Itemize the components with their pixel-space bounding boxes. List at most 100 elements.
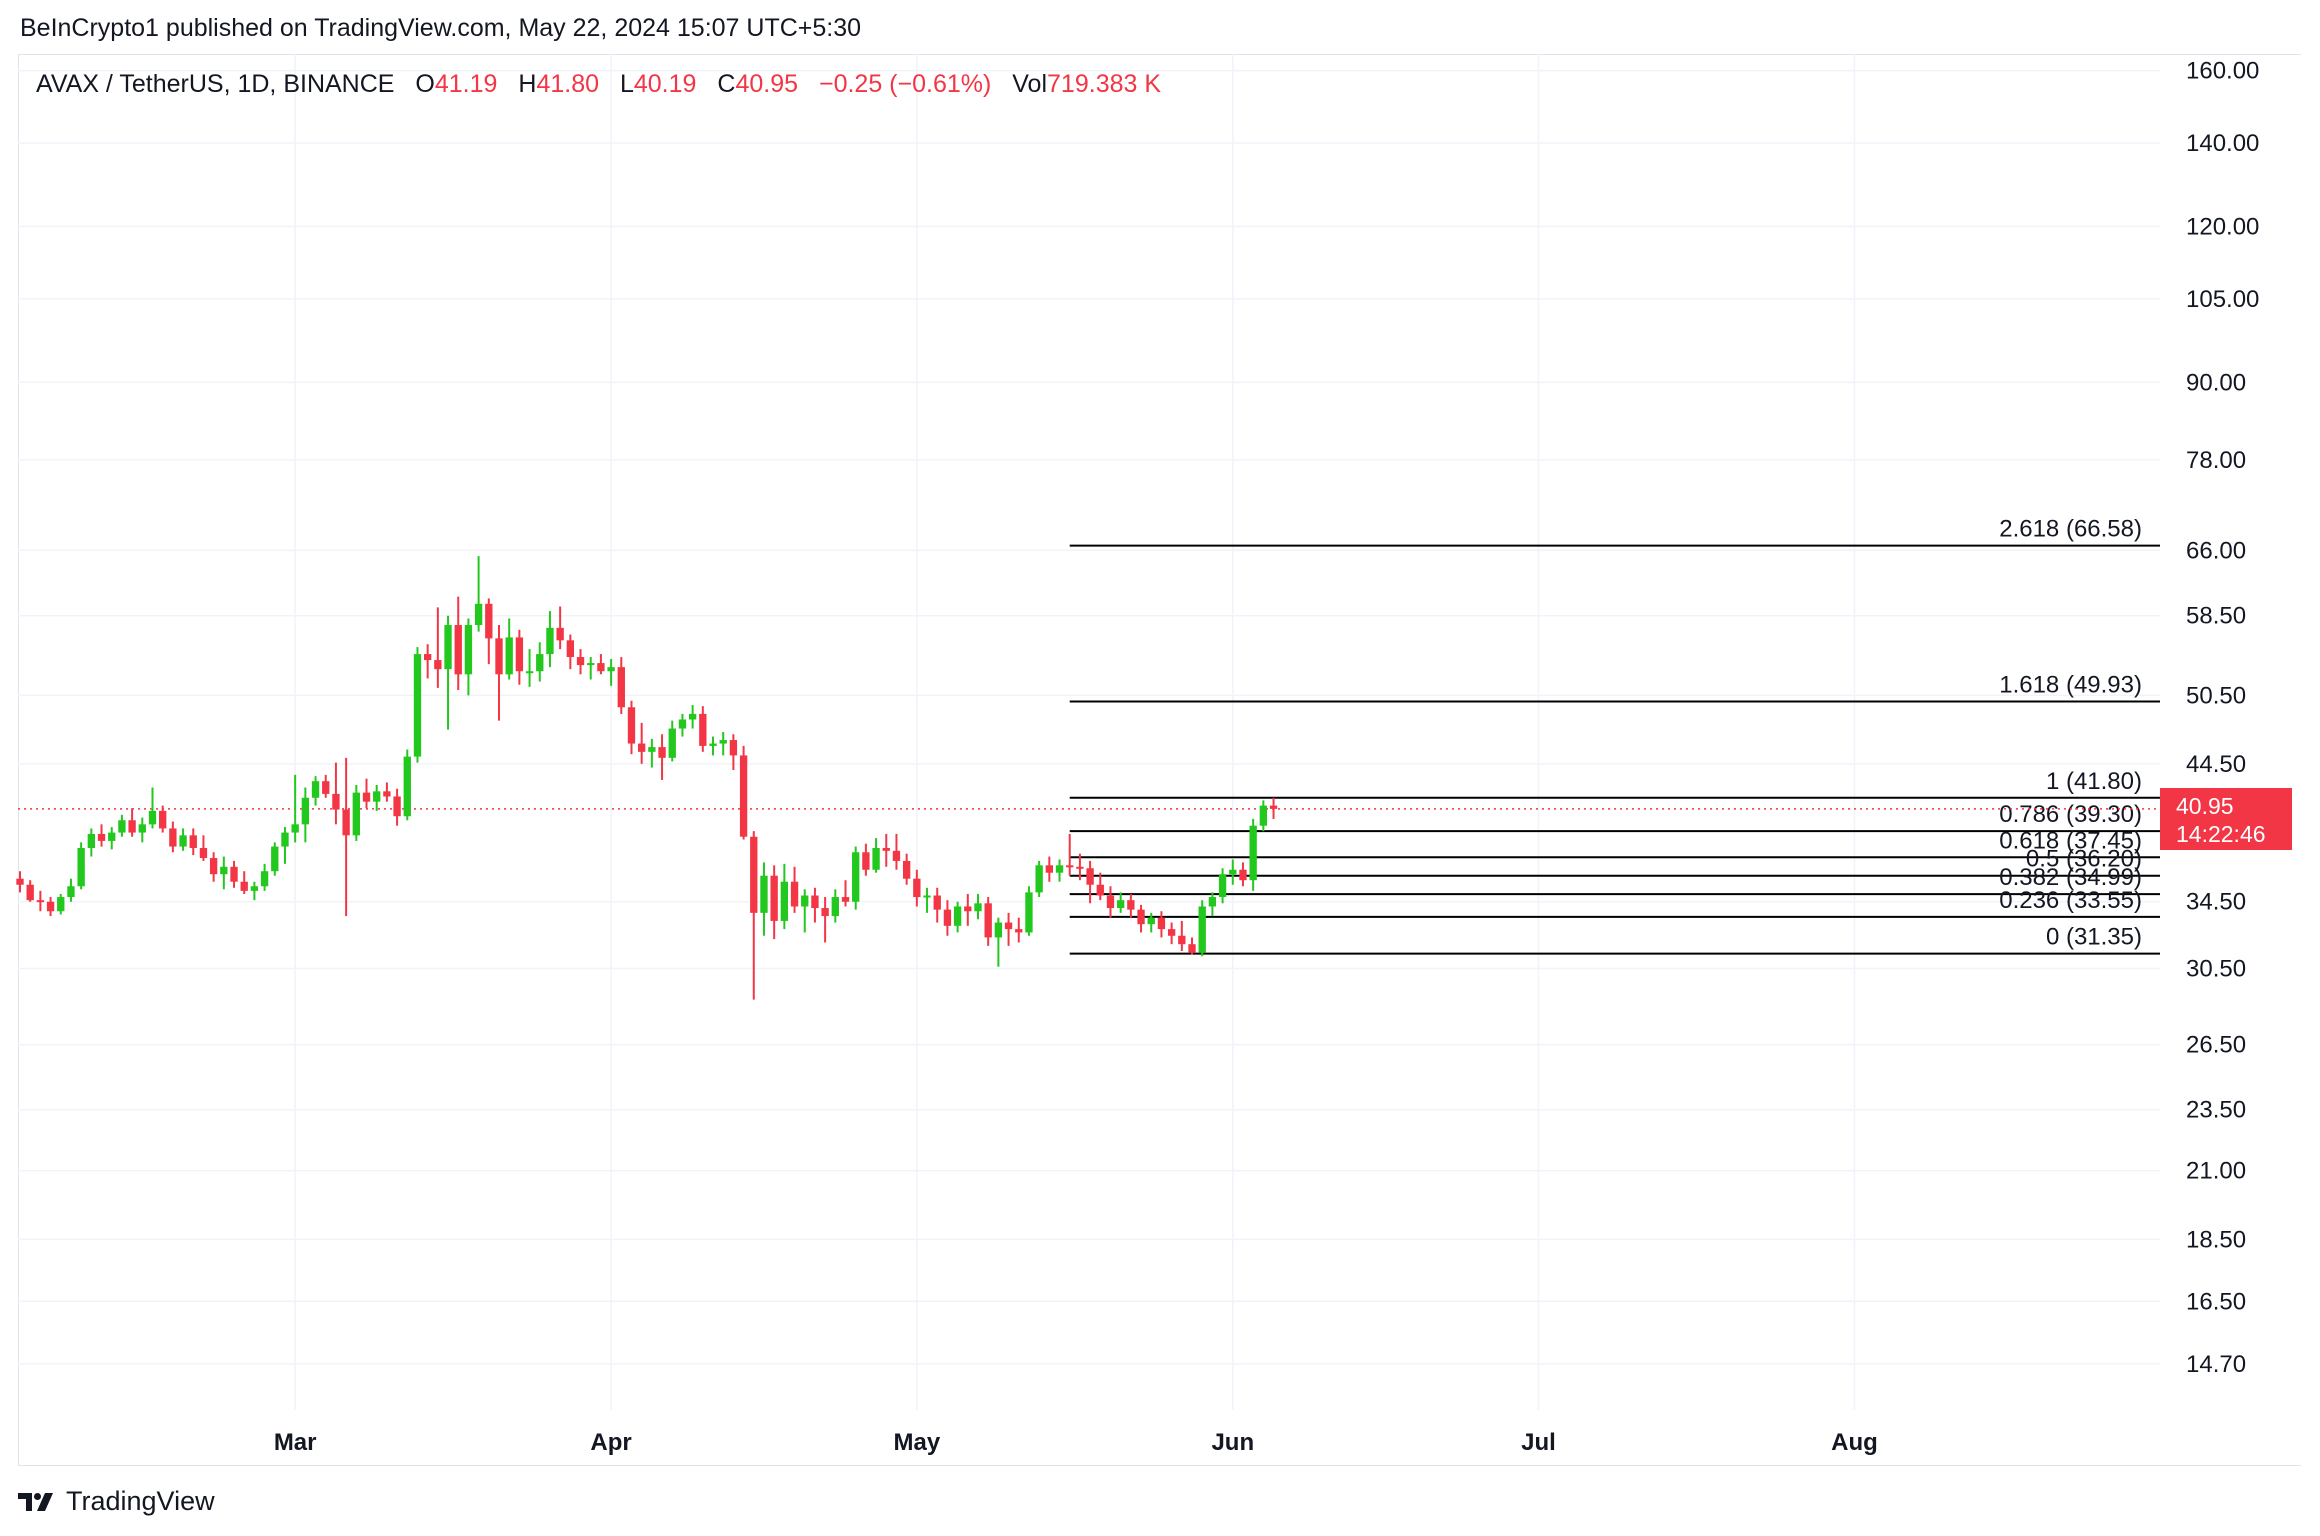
candle-body [525,671,534,674]
candle [627,700,636,755]
candle [291,774,299,843]
candle-body [271,846,279,872]
candle-body [984,903,992,938]
candle-body [556,627,564,641]
candle-body [1045,865,1053,873]
candle [281,827,289,864]
candle-body [57,897,65,912]
candle-body [1066,865,1074,868]
candle-body [597,663,605,672]
candle [57,893,65,915]
candle-body [230,866,238,882]
candle [434,607,442,688]
high-value: 41.80 [536,70,600,98]
candle-body [739,755,748,837]
candle [515,629,524,685]
x-tick-label: Jul [1521,1429,1556,1456]
y-tick-label: 160.00 [2186,58,2259,85]
chart-frame[interactable] [18,54,2301,1466]
candle [658,734,666,780]
candle-body [383,791,391,797]
price-axis[interactable]: 160.00 140.00 120.00 105.00 90.00 78.00 66.00 5… [2186,58,2259,1378]
candle [1218,868,1227,904]
candle [638,722,646,764]
y-tick-label: 140.00 [2186,130,2259,157]
candle-body [709,743,717,746]
close-label: C [717,70,736,98]
grid-lines [18,54,2160,1410]
candle [556,606,564,650]
candle [1066,833,1074,876]
footer-branding[interactable]: TradingView [18,1486,215,1517]
candle [872,838,880,873]
candle-body [485,603,493,639]
candle [668,720,676,762]
candle-body [444,625,452,670]
candle-body [760,875,768,913]
y-tick-label: 30.50 [2186,955,2246,982]
y-tick-label: 18.50 [2186,1226,2246,1253]
candle-body [1137,909,1145,925]
y-tick-label: 14.70 [2186,1351,2246,1378]
candle-body [322,781,330,794]
candle [902,853,911,885]
y-tick-label: 16.50 [2186,1288,2246,1315]
candle [97,824,106,847]
candle [709,736,717,756]
candle [984,897,992,946]
candle-body [566,640,575,658]
candle [1045,856,1053,882]
candle-body [464,625,473,675]
fib-level-label: 1.618 (49.93) [1999,672,2142,699]
candle [1167,922,1176,945]
candle-body [780,881,789,921]
candle-body [1127,900,1135,910]
candle-body [536,654,544,672]
candle-body [362,792,371,802]
candle-body [403,756,411,817]
x-tick-label: Mar [274,1429,317,1456]
candle-body [821,908,829,917]
candle [342,757,350,917]
time-axis[interactable]: Mar Apr May Jun Jul Aug [274,1429,1878,1456]
candle [678,713,687,737]
candle [352,784,360,841]
candle-body [1239,869,1247,881]
candle-body [495,638,503,675]
y-tick-label: 66.00 [2186,537,2246,564]
fib-level-label: 0.236 (33.55) [1999,887,2142,914]
candle-body [1167,929,1176,936]
candle [1076,853,1084,881]
candle [780,863,789,930]
candle [699,706,707,752]
candle [1137,904,1145,933]
open-value: 41.19 [434,70,498,98]
candle-body [770,875,778,921]
candle [546,611,554,668]
y-tick-label: 26.50 [2186,1032,2246,1059]
candle [169,821,177,853]
candle-body [250,886,259,891]
tradingview-brand: TradingView [66,1486,215,1516]
candle [587,657,595,680]
candle-body [1269,805,1278,809]
candles [16,556,2160,1000]
y-tick-label: 78.00 [2186,447,2246,474]
candle [332,762,340,825]
bar-countdown: 14:22:46 [2176,821,2266,847]
candle [1208,892,1217,917]
candle-body [1106,895,1115,909]
fib-level-label: 0.618 (37.45) [1999,827,2142,854]
candle-body [943,909,952,926]
candle [760,862,768,936]
candlestick-chart[interactable]: 2.618 (66.58) 1.618 (49.93) 1 (41.80) 0.786… [0,0,2320,1480]
y-tick-label: 120.00 [2186,214,2259,241]
candle [159,805,167,833]
candle [362,778,371,809]
candle [179,828,187,851]
candle [525,649,534,687]
fib-level-label: 0.382 (34.99) [1999,864,2142,891]
fibonacci-retracement[interactable]: 2.618 (66.58) 1.618 (49.93) 1 (41.80) 0.786… [1069,516,2160,955]
candle [199,835,208,861]
candle [46,897,55,917]
